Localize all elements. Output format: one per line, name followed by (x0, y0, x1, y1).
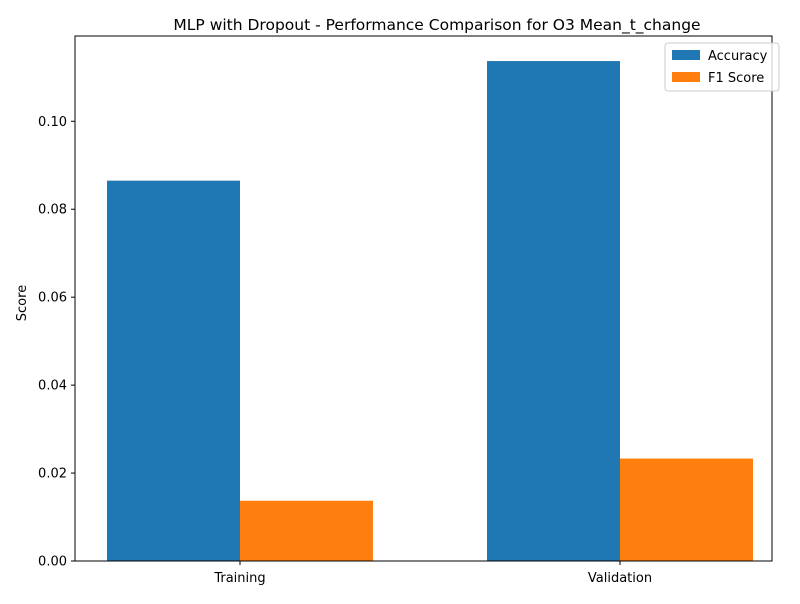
x-tick-label-training: Training (213, 571, 265, 586)
legend-label-f1-score: F1 Score (708, 71, 764, 86)
y-tick-label: 0.08 (38, 203, 67, 218)
y-tick-label: 0.06 (38, 291, 67, 306)
bar-f1-score-validation (620, 458, 753, 561)
legend-label-accuracy: Accuracy (708, 49, 768, 64)
bars-layer (107, 61, 753, 562)
legend-swatch-f1-score (672, 72, 700, 82)
bar-accuracy-validation (487, 61, 620, 562)
legend-swatch-accuracy (672, 50, 700, 60)
y-tick-label: 0.10 (38, 115, 67, 130)
chart-title: MLP with Dropout - Performance Compariso… (173, 16, 700, 35)
plot-area-frame (74, 35, 773, 562)
y-axis-label: Score (15, 285, 30, 321)
y-tick-label: 0.02 (38, 467, 67, 482)
y-axis-ticks: 0.00 0.02 0.04 0.06 0.08 0.10 (38, 115, 75, 570)
y-tick-label: 0.00 (38, 555, 67, 570)
y-tick-label: 0.04 (38, 379, 67, 394)
x-axis-ticks: Training Validation (213, 561, 652, 586)
bar-accuracy-training (107, 180, 240, 561)
bar-f1-score-training (240, 500, 373, 561)
legend: Accuracy F1 Score (664, 42, 780, 92)
x-tick-label-validation: Validation (588, 571, 652, 586)
